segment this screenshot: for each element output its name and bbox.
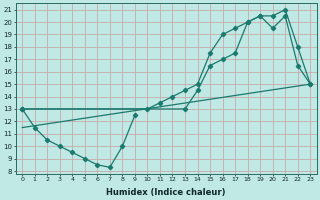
X-axis label: Humidex (Indice chaleur): Humidex (Indice chaleur) xyxy=(107,188,226,197)
